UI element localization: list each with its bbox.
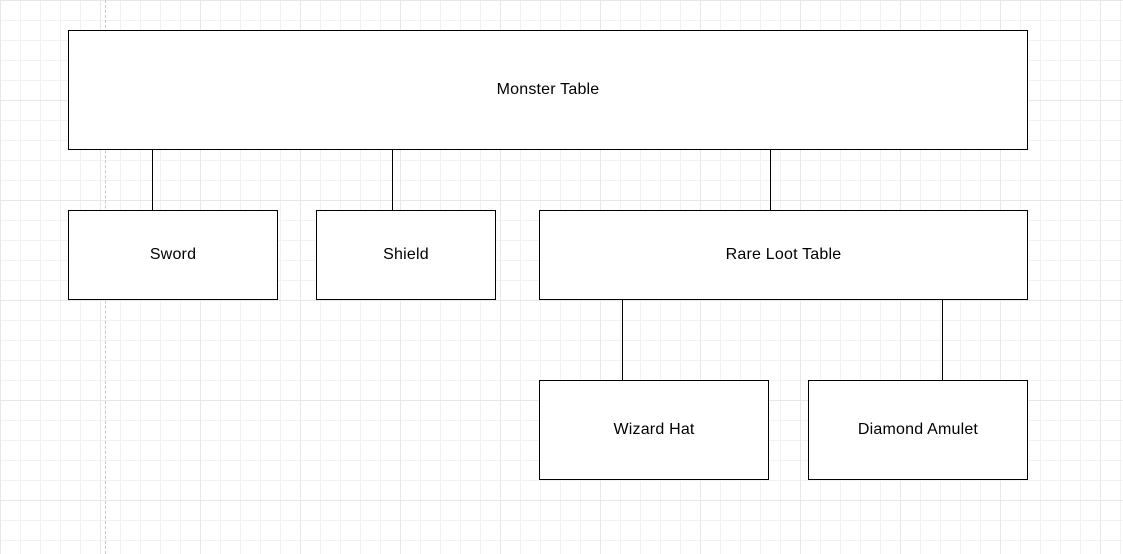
node-wizard-hat: Wizard Hat [539, 380, 769, 480]
node-label: Wizard Hat [613, 421, 694, 439]
node-monster-table: Monster Table [68, 30, 1028, 150]
node-shield: Shield [316, 210, 496, 300]
edge-root-shield [392, 150, 393, 210]
node-rare-loot-table: Rare Loot Table [539, 210, 1028, 300]
edge-rare-amulet [942, 300, 943, 380]
node-label: Sword [150, 246, 196, 264]
node-diamond-amulet: Diamond Amulet [808, 380, 1028, 480]
edge-root-sword [152, 150, 153, 210]
node-label: Shield [383, 246, 429, 264]
node-label: Rare Loot Table [726, 246, 842, 264]
node-sword: Sword [68, 210, 278, 300]
node-label: Monster Table [497, 81, 600, 99]
node-label: Diamond Amulet [858, 421, 978, 439]
edge-rare-wizard [622, 300, 623, 380]
diagram-canvas: Monster Table Sword Shield Rare Loot Tab… [0, 0, 1123, 554]
edge-root-rare [770, 150, 771, 210]
